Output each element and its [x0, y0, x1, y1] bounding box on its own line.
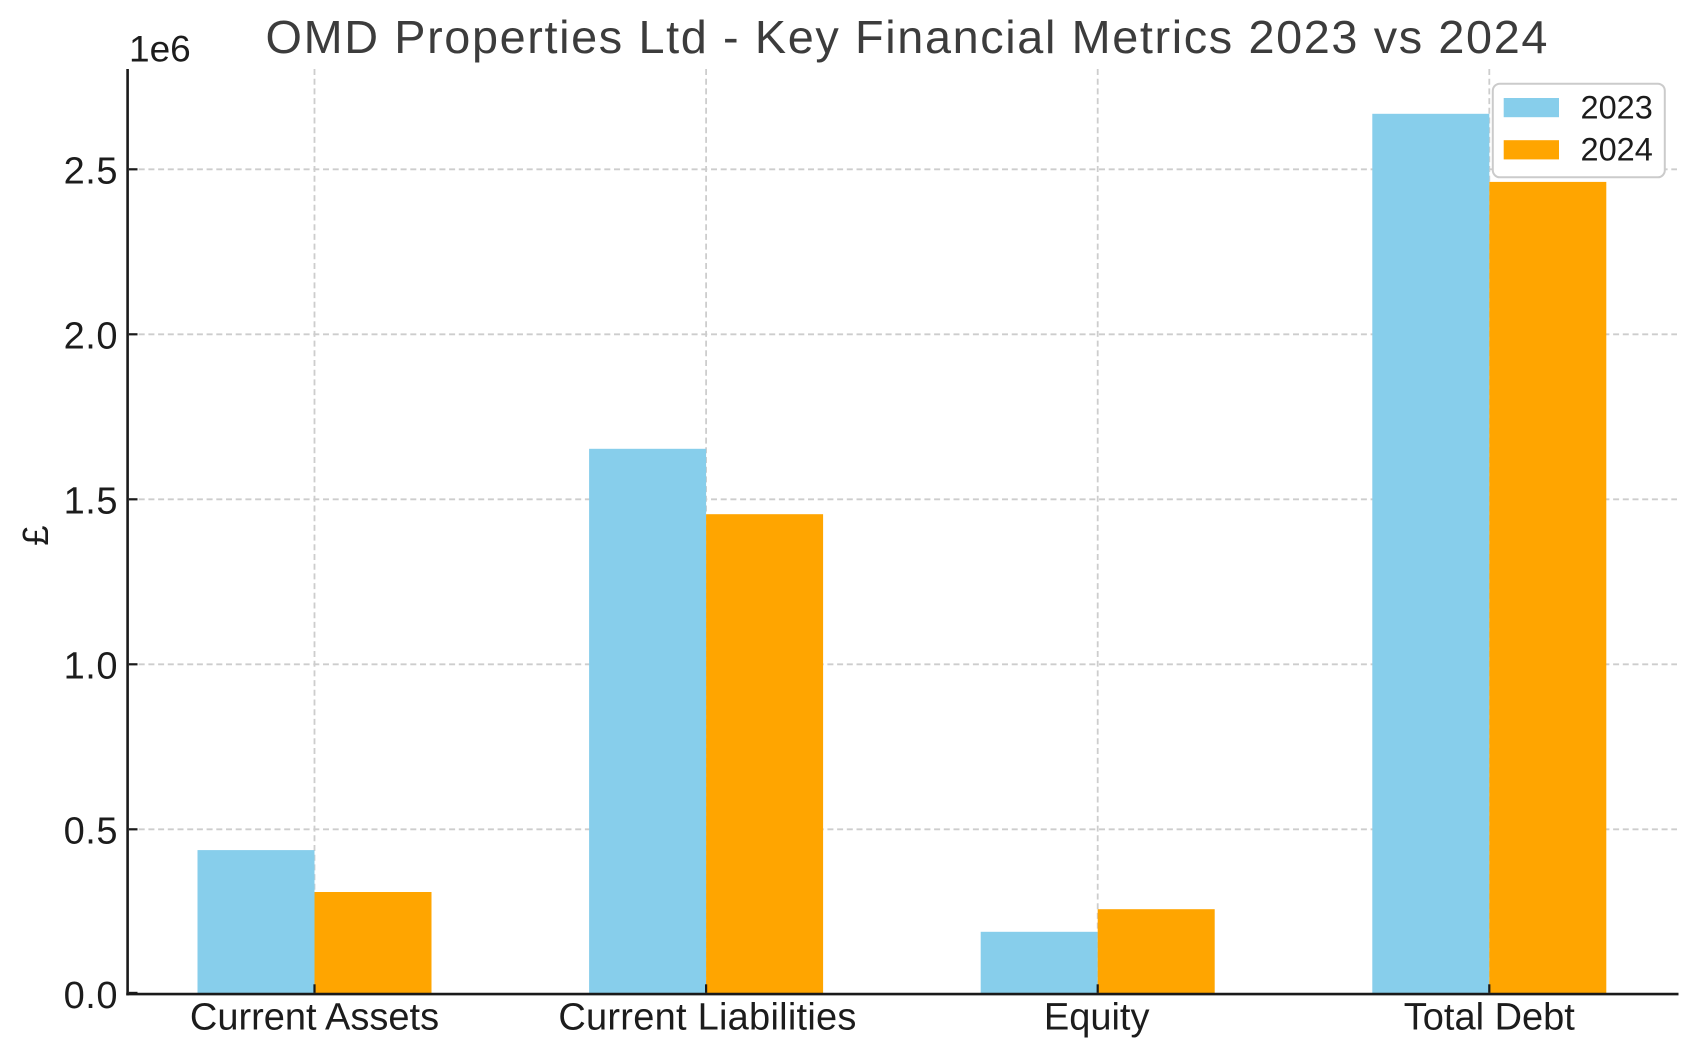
- svg-text:Current Assets: Current Assets: [190, 996, 439, 1038]
- svg-text:2.5: 2.5: [64, 150, 118, 192]
- svg-text:Equity: Equity: [1044, 996, 1150, 1038]
- svg-text:0.0: 0.0: [64, 975, 118, 1017]
- svg-text:£: £: [15, 525, 56, 545]
- svg-text:Current Liabilities: Current Liabilities: [558, 996, 856, 1038]
- svg-text:2023: 2023: [1581, 90, 1653, 126]
- svg-text:Total Debt: Total Debt: [1404, 996, 1576, 1038]
- svg-text:2024: 2024: [1581, 132, 1653, 168]
- svg-text:2.0: 2.0: [64, 315, 118, 357]
- svg-text:0.5: 0.5: [64, 810, 118, 852]
- svg-text:OMD Properties Ltd - Key Finan: OMD Properties Ltd - Key Financial Metri…: [266, 11, 1549, 63]
- svg-text:1e6: 1e6: [129, 29, 191, 70]
- svg-text:1.5: 1.5: [64, 480, 118, 522]
- svg-text:1.0: 1.0: [64, 645, 118, 687]
